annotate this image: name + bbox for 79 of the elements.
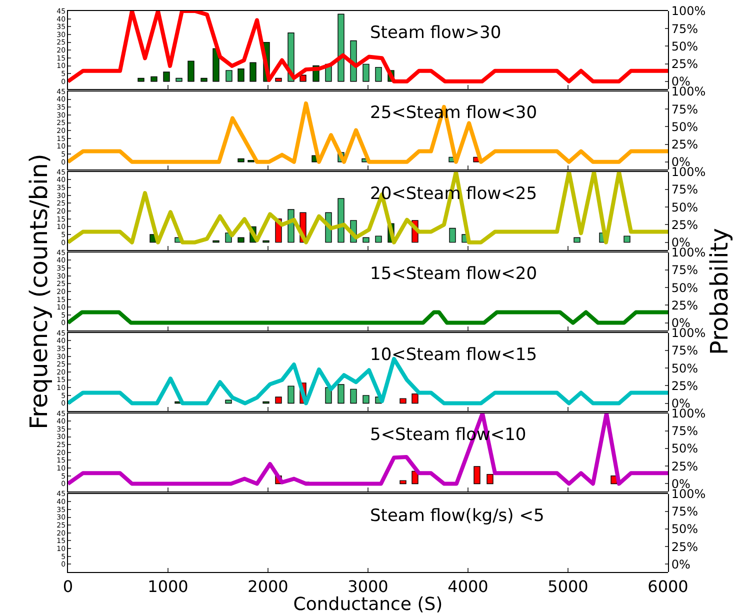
line-series: [68, 413, 668, 486]
y2-tick-label: 25%: [671, 298, 698, 312]
y2-tick-label: 25%: [671, 218, 698, 232]
bar: [362, 237, 370, 243]
bar: [138, 78, 144, 82]
y2-tick-label: 100%: [671, 246, 706, 260]
y2-tick-label: 50%: [671, 200, 698, 214]
bar: [574, 237, 580, 243]
y2-tick-label: 0%: [671, 557, 690, 572]
y2-tick-label: 75%: [671, 504, 698, 519]
y2-tick-label: 75%: [671, 344, 698, 358]
x-axis-title: Conductance (S): [293, 594, 443, 615]
x-tick-label: 6000: [648, 577, 688, 596]
bar: [375, 236, 382, 243]
bar: [238, 237, 244, 243]
x-tick-label: 2000: [248, 577, 288, 596]
y2-tick-label: 25%: [671, 378, 698, 393]
text: Steam flow(kg/s) <5: [370, 506, 544, 526]
bar: [200, 78, 208, 82]
bar: [275, 78, 282, 82]
bar: [474, 466, 480, 484]
bar: [362, 64, 370, 82]
x-tick-label: 3000: [348, 577, 388, 596]
bar: [350, 388, 357, 404]
bar: [150, 76, 158, 82]
bar: [624, 236, 630, 243]
x-tick-label: 1000: [148, 577, 188, 596]
y2-tick-label: 25%: [671, 459, 698, 474]
bar: [338, 198, 344, 243]
bar: [288, 386, 294, 404]
y2-tick-label: 100%: [671, 326, 706, 340]
bar: [275, 396, 282, 404]
y2-tick-label: 75%: [671, 22, 698, 36]
y2-tick-label: 50%: [671, 522, 698, 536]
line-series: [68, 101, 668, 164]
bar: [400, 480, 406, 484]
y2-tick-label: 75%: [671, 182, 698, 197]
y2-tick-label: 25%: [671, 57, 698, 71]
bar: [238, 158, 244, 162]
y-axis-title: Frequency (counts/bin): [24, 154, 53, 430]
y2-axis-title: Probability: [706, 228, 734, 355]
bar: [226, 70, 232, 82]
bar: [338, 384, 344, 404]
y2-tick-label: 50%: [671, 39, 698, 54]
y2-tick-label: 100%: [671, 165, 706, 180]
x-tick-label: 5000: [548, 577, 588, 596]
y2-tick-label: 75%: [671, 424, 698, 438]
y2-tick-label: 50%: [671, 120, 698, 134]
bar: [412, 394, 418, 404]
line-series: [68, 172, 668, 244]
bar: [176, 78, 182, 82]
y2-tick-label: 50%: [671, 442, 698, 456]
y2-tick-label: 50%: [671, 280, 698, 295]
bar: [188, 60, 194, 82]
bar: [449, 228, 456, 243]
y2-tick-label: 50%: [671, 361, 698, 376]
bar: [412, 470, 418, 484]
bar: [163, 72, 170, 82]
y2-tick-label: 75%: [671, 263, 698, 278]
y2-tick-label: 100%: [671, 84, 706, 99]
y2-tick-label: 25%: [671, 137, 698, 152]
x-tick-label: 4000: [448, 577, 488, 596]
bar: [338, 14, 344, 82]
bar: [225, 400, 232, 404]
bar: [375, 66, 382, 82]
line-series: [68, 11, 668, 84]
bar: [400, 398, 406, 404]
bar: [486, 474, 494, 484]
y2-tick-label: 100%: [671, 406, 706, 421]
bar: [238, 68, 244, 82]
bar: [250, 62, 256, 82]
y2-tick-label: 100%: [671, 4, 706, 18]
y2-tick-label: 25%: [671, 540, 698, 554]
y2-tick-label: 75%: [671, 102, 698, 116]
text: 10<Steam flow<15: [370, 345, 538, 365]
text: Steam flow>30: [370, 23, 502, 43]
bar: [325, 387, 332, 404]
bar: [362, 395, 370, 404]
text: 15<Steam flow<20: [370, 264, 538, 284]
